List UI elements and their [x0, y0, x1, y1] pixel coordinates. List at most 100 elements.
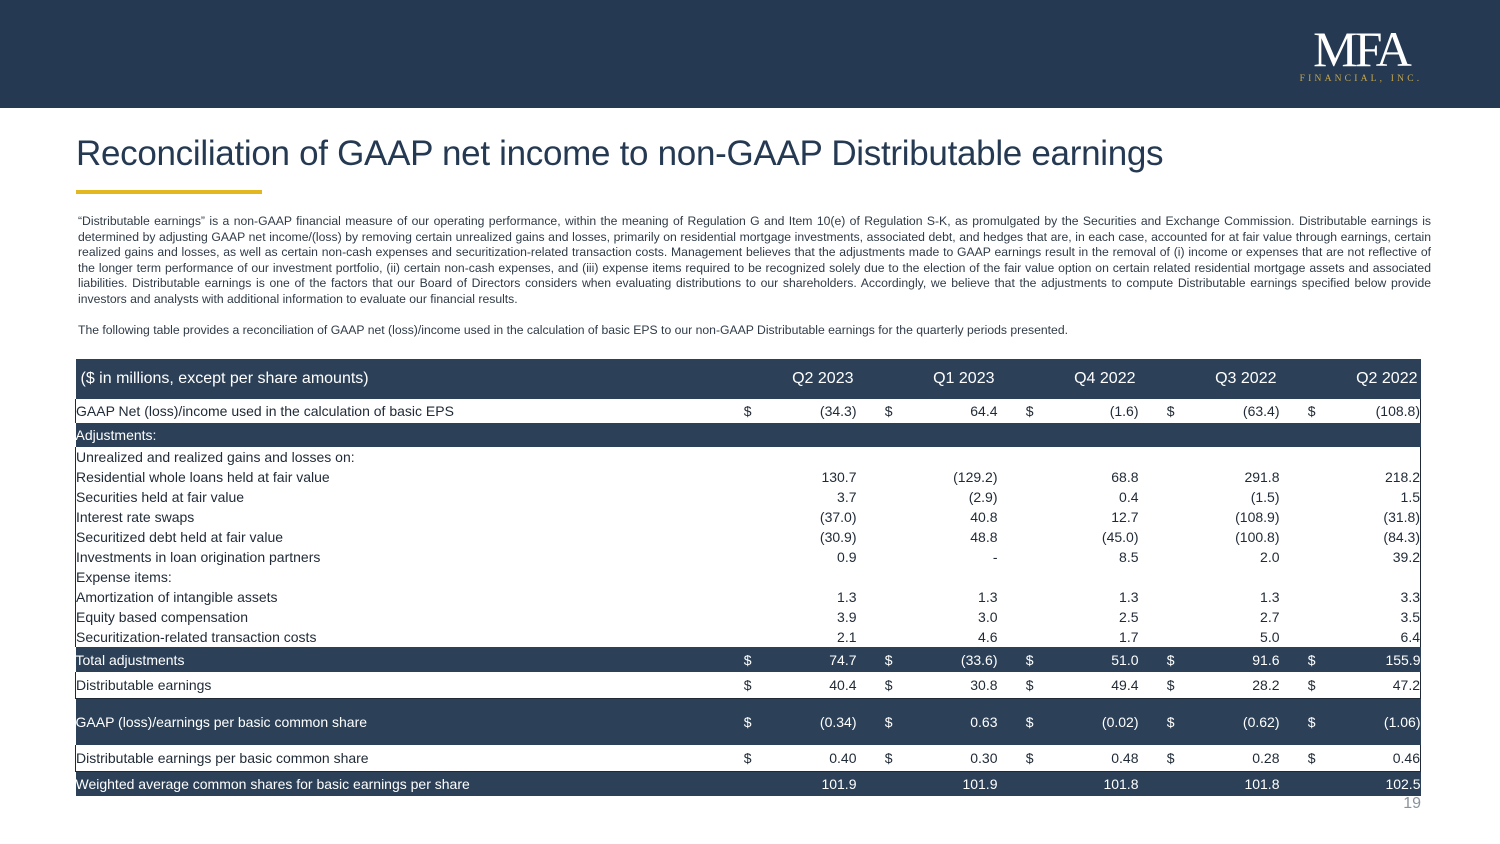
cell-value: 49.4 [1033, 672, 1139, 699]
dollar-sign: $ [1138, 399, 1175, 423]
dollar-sign: $ [1138, 647, 1175, 672]
cell-value: 3.7 [837, 489, 857, 505]
cell-value: 12.7 [1111, 509, 1139, 525]
dollar-sign: $ [715, 745, 752, 772]
dollar-sign: $ [1138, 672, 1175, 699]
cell-value: 74.7 [751, 647, 857, 672]
dollar-sign: $ [715, 698, 752, 745]
cell-value: (63.4) [1174, 399, 1280, 423]
cell-value: 39.2 [1315, 547, 1421, 567]
intro-paragraph-1: “Distributable earnings” is a non-GAAP f… [78, 214, 1431, 306]
cell-value: 64.4 [892, 399, 998, 423]
title-underline [76, 190, 262, 194]
row-label: Securitization-related transaction costs [75, 627, 716, 647]
dollar-sign: $ [856, 672, 893, 699]
dollar-sign: $ [715, 647, 752, 672]
cell-value: 3.9 [837, 609, 857, 625]
section-label: Unrealized and realized gains and losses… [75, 447, 716, 467]
cell-value: 1.3 [1119, 589, 1139, 605]
cell-value: (84.3) [1315, 527, 1421, 547]
row-label: Weighted average common shares for basic… [75, 771, 716, 796]
cell-value: 0.46 [1315, 745, 1421, 772]
dollar-sign: $ [997, 698, 1034, 745]
cell-value: 40.8 [970, 509, 998, 525]
table-row: Interest rate swaps (37.0) 40.8 12.7 (10… [75, 507, 1421, 527]
unrealized-section-row: Unrealized and realized gains and losses… [75, 447, 1421, 467]
table-row: Residential whole loans held at fair val… [75, 467, 1421, 487]
table-row: Securitized debt held at fair value (30.… [75, 527, 1421, 547]
slide-title: Reconciliation of GAAP net income to non… [76, 134, 1164, 173]
cell-value: 101.9 [751, 771, 857, 796]
company-logo: MFA FINANCIAL, INC. [1296, 24, 1426, 84]
header-bar: MFA FINANCIAL, INC. [0, 0, 1500, 108]
row-label: Securities held at fair value [75, 487, 716, 507]
period-header: Q4 2022 [1033, 359, 1139, 399]
total-adjustments-row: Total adjustments $74.7 $ (33.6) $51.0 $9… [75, 647, 1421, 672]
row-label: Distributable earnings [75, 672, 716, 699]
cell-value: 30.8 [892, 672, 998, 699]
period-header: Q2 2022 [1315, 359, 1421, 399]
dollar-sign: $ [1138, 745, 1175, 772]
cell-value: 1.5 [1315, 487, 1421, 507]
cell-value: (108.8) [1315, 399, 1421, 423]
reconciliation-table: ($ in millions, except per share amounts… [75, 359, 1421, 796]
cell-value: (108.9) [1235, 509, 1280, 525]
cell-value: (1.6) [1033, 399, 1139, 423]
row-label: GAAP Net (loss)/income used in the calcu… [75, 399, 716, 423]
cell-value: 2.1 [837, 629, 857, 645]
dollar-sign: $ [1279, 647, 1316, 672]
cell-value: 0.63 [892, 698, 998, 745]
cell-value: 3.0 [978, 609, 998, 625]
cell-value: 0.40 [751, 745, 857, 772]
cell-value: (30.9) [819, 529, 857, 545]
row-label: Equity based compensation [75, 607, 716, 627]
cell-value: (2.9) [968, 489, 998, 505]
cell-value: (33.6) [892, 647, 998, 672]
intro-paragraph-2: The following table provides a reconcili… [78, 323, 1068, 338]
cell-value: (1.06) [1315, 698, 1421, 745]
cell-value: 0.30 [892, 745, 998, 772]
dollar-sign: $ [997, 745, 1034, 772]
row-label: Investments in loan origination partners [75, 547, 716, 567]
cell-value: 3.3 [1315, 587, 1421, 607]
gaap-net-row: GAAP Net (loss)/income used in the calcu… [75, 399, 1421, 423]
table-row: Securities held at fair value 3.7 (2.9) … [75, 487, 1421, 507]
dollar-sign: $ [997, 672, 1034, 699]
cell-value: (34.3) [751, 399, 857, 423]
cell-value: 218.2 [1315, 467, 1421, 487]
table-row: Equity based compensation 3.9 3.0 2.5 2.… [75, 607, 1421, 627]
cell-value: (1.5) [1250, 489, 1280, 505]
table-row: Investments in loan origination partners… [75, 547, 1421, 567]
cell-value: (0.34) [751, 698, 857, 745]
dollar-sign: $ [1279, 399, 1316, 423]
section-label: Expense items: [75, 567, 716, 587]
dollar-sign: $ [997, 647, 1034, 672]
cell-value: (37.0) [819, 509, 857, 525]
dollar-sign: $ [715, 672, 752, 699]
row-label: GAAP (loss)/earnings per basic common sh… [75, 698, 716, 745]
cell-value: 291.8 [1244, 469, 1280, 485]
row-label: Interest rate swaps [75, 507, 716, 527]
adjustments-label: Adjustments: [75, 423, 716, 447]
dollar-sign: $ [1279, 698, 1316, 745]
dollar-sign: $ [856, 647, 893, 672]
dollar-sign: $ [715, 399, 752, 423]
expense-section-row: Expense items: [75, 567, 1421, 587]
cell-value: (129.2) [953, 469, 998, 485]
dollar-sign: $ [1138, 698, 1175, 745]
row-label: Distributable earnings per basic common … [75, 745, 716, 772]
distributable-eps-row: Distributable earnings per basic common … [75, 745, 1421, 772]
cell-value: (0.62) [1174, 698, 1280, 745]
cell-value: (45.0) [1101, 529, 1139, 545]
cell-value: 8.5 [1119, 549, 1139, 565]
cell-value: 2.5 [1119, 609, 1139, 625]
cell-value: 47.2 [1315, 672, 1421, 699]
page-number: 19 [1403, 795, 1421, 812]
cell-value: 130.7 [821, 469, 857, 485]
cell-value: 4.6 [978, 629, 998, 645]
period-header: Q3 2022 [1174, 359, 1280, 399]
table-header-row: ($ in millions, except per share amounts… [75, 359, 1421, 399]
period-header: Q1 2023 [892, 359, 998, 399]
gaap-eps-row: GAAP (loss)/earnings per basic common sh… [75, 698, 1421, 745]
cell-value: 1.3 [837, 589, 857, 605]
